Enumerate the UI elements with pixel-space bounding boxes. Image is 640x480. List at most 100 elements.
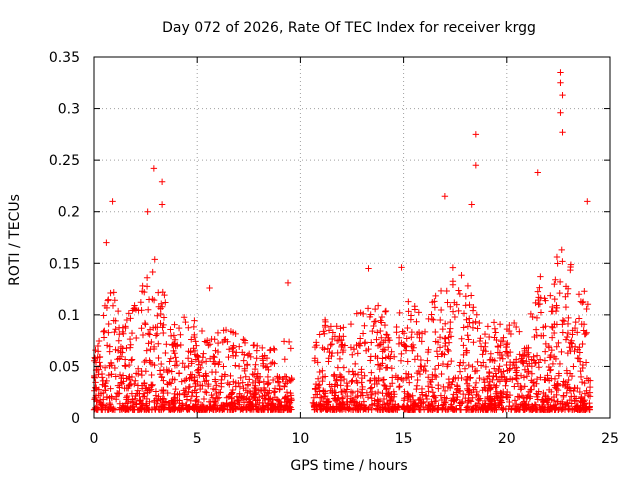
data-point [485,373,493,380]
data-point [208,335,215,343]
data-point [445,339,453,346]
data-point [212,378,219,385]
data-point [356,342,364,349]
data-point [413,318,420,325]
data-point [560,317,568,325]
data-point [254,342,261,350]
data-point [544,395,552,402]
data-point [568,340,575,347]
data-point [155,393,162,400]
data-point [479,387,486,394]
data-point [422,367,429,375]
data-point [564,329,572,337]
data-point [449,378,456,386]
data-point [511,383,518,390]
data-point [491,365,498,372]
data-point [484,403,491,410]
data-point [339,400,346,408]
data-point [201,388,209,396]
data-point [552,276,559,283]
x-tick-label: 5 [193,431,202,447]
data-point [105,320,112,328]
data-point [123,316,131,324]
data-point [568,406,576,413]
data-point [319,377,326,385]
data-point [368,384,375,391]
data-point [367,353,375,360]
data-point [563,389,570,397]
data-point [154,312,161,319]
data-point [574,384,581,392]
data-point [355,406,362,413]
data-point [111,297,119,304]
data-point [362,347,370,354]
data-point [564,290,571,297]
data-point [371,318,378,325]
data-point [167,332,175,340]
data-point [230,342,237,349]
data-point [376,365,383,373]
data-point [378,319,385,326]
data-point [581,288,588,295]
data-point [577,406,584,413]
data-point [491,334,498,341]
data-point [192,338,199,345]
data-point [91,394,99,402]
data-point [224,379,231,387]
data-point [553,385,560,392]
data-point [229,348,236,355]
data-point [160,387,167,395]
data-point [247,353,254,361]
data-point [116,371,124,379]
data-point [171,340,178,347]
data-point-outlier [468,201,475,208]
data-point [165,401,173,409]
data-point [126,344,134,351]
data-point [462,394,469,402]
data-point [115,390,122,397]
data-point [418,330,426,337]
data-point [432,338,439,345]
data-point [249,379,257,387]
data-point [548,375,555,382]
data-point [444,361,452,368]
data-point [480,376,488,383]
data-point [143,402,150,409]
data-point [398,350,405,358]
data-point [147,386,155,393]
data-point [96,353,104,361]
data-point [94,404,102,412]
data-point [181,377,189,384]
data-point [195,361,203,368]
data-point [256,379,263,386]
data-point [374,302,382,309]
data-point [241,339,249,347]
data-point [281,373,289,380]
data-point [467,374,474,381]
data-point [180,314,188,321]
data-point [186,383,194,390]
data-point [537,374,544,381]
data-point [223,399,230,407]
data-point [419,391,426,398]
data-point [537,332,545,340]
data-point [378,313,386,321]
data-point [481,404,488,411]
data-point [400,330,408,337]
data-point [457,359,464,366]
data-point [138,325,145,332]
data-point [325,358,332,365]
data-point [164,389,171,397]
data-point [411,406,418,413]
data-point [269,376,277,384]
data-point [563,333,571,341]
data-point [580,327,587,334]
data-point [271,388,279,395]
data-point [548,396,555,404]
data-point-outlier [284,279,292,287]
data-point [577,373,585,381]
data-point [327,387,334,394]
data-point [500,368,507,375]
data-point [262,364,270,371]
data-point [452,374,459,381]
